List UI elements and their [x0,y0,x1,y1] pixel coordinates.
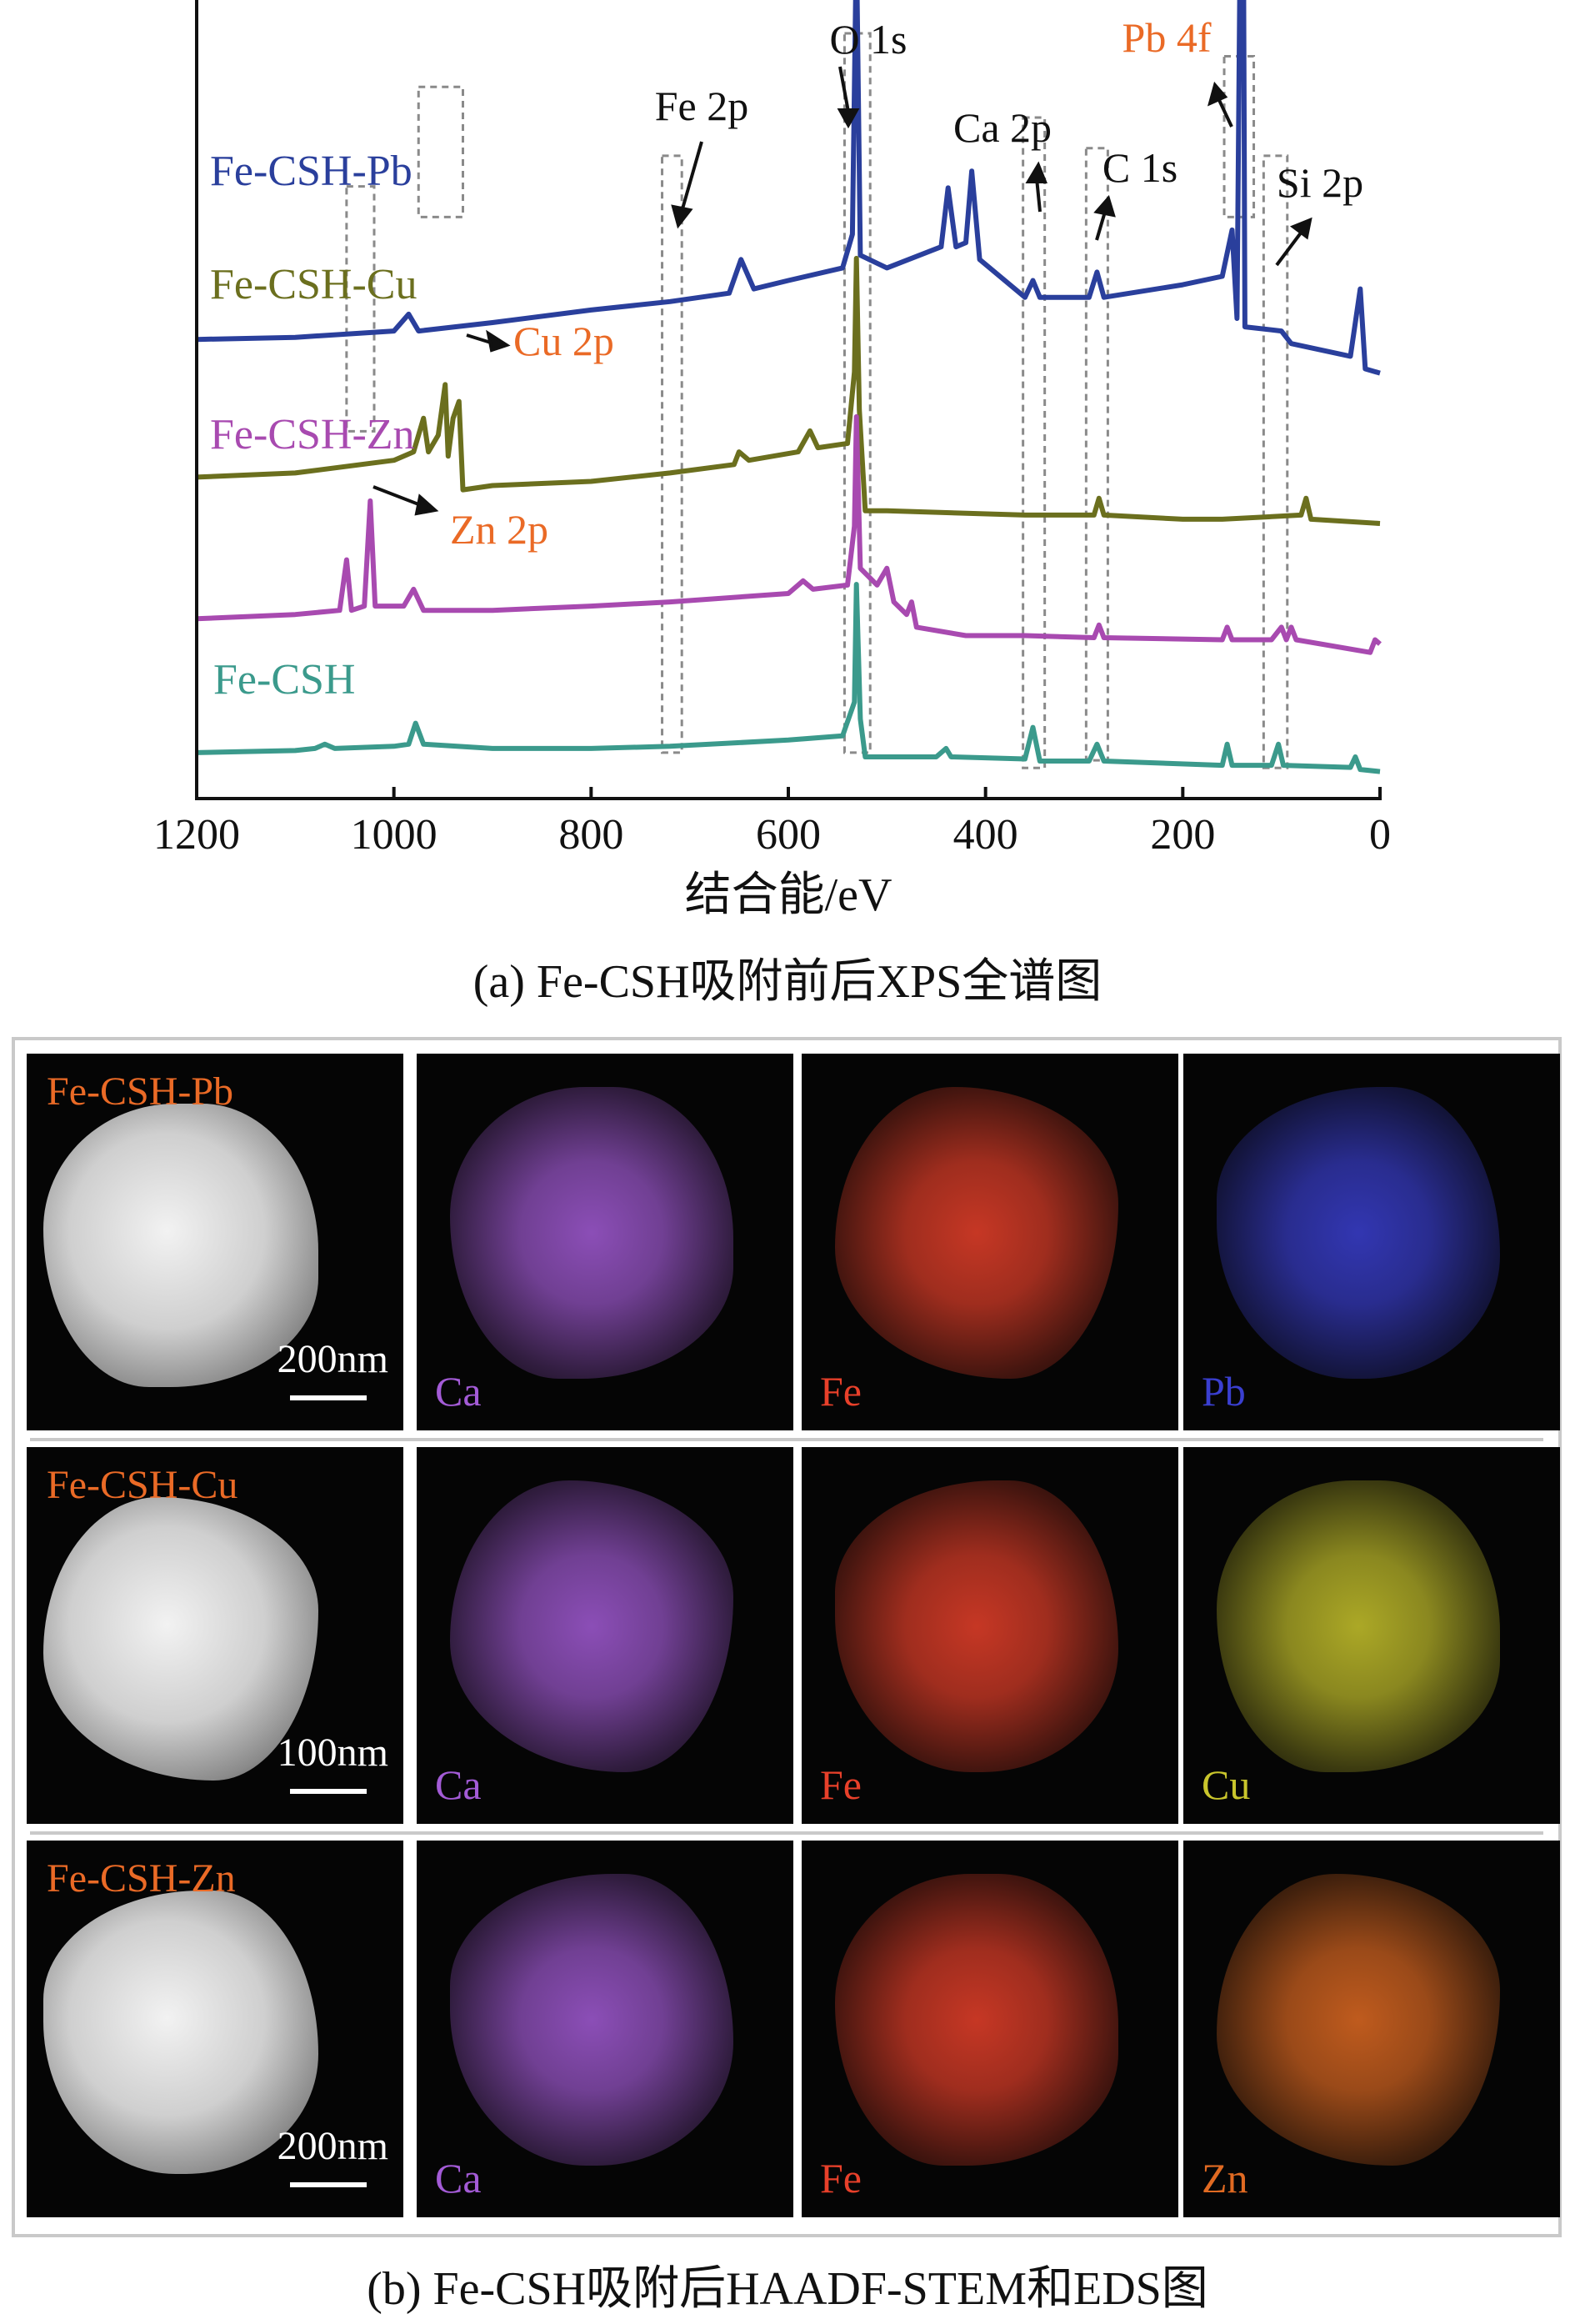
element-distribution [1217,1874,1500,2166]
scale-bar [290,1395,367,1400]
caption-a: (a) Fe-CSH吸附前后XPS全谱图 [472,956,1102,1008]
annotation-pb4f: Pb 4f [1122,14,1212,61]
element-label: Fe [820,1761,862,1808]
x-tick-label: 1200 [153,811,240,859]
element-distribution [835,1087,1118,1379]
element-label: Ca [435,1368,482,1415]
scale-bar [290,2182,367,2187]
box-fe2p [661,154,683,754]
particle-image [43,1891,318,2174]
box-c1s [1084,147,1109,762]
series-line-fe-csh-pb [196,0,1381,376]
x-tick-label: 800 [558,811,623,859]
eds-map-pb: Pb [1183,1054,1560,1430]
element-distribution [835,1480,1118,1772]
sample-label: Fe-CSH-Zn [47,1856,236,1901]
element-label: Pb [1202,1368,1246,1415]
eds-map-ca: Ca [417,1841,793,2217]
scale-bar [290,1789,367,1794]
scale-bar-label: 200nm [277,1337,388,1381]
element-label: Cu [1202,1761,1251,1808]
eds-panel: Fe-CSH-Pb 200nm Ca Fe Pb Fe-CSH-Cu 100nm Ca Fe Cu… [12,1037,1562,2237]
box-cu2p [417,85,464,218]
eds-map-fe: Fe [802,1447,1178,1824]
element-label: Zn [1202,2155,1248,2201]
particle-image [43,1104,318,1387]
eds-row-fe-csh-cu: Fe-CSH-Cu 100nm Ca Fe Cu [15,1447,1560,1831]
sample-label: Fe-CSH-Cu [47,1463,238,1507]
eds-map-fe: Fe [802,1054,1178,1430]
row-divider [30,1831,1543,1835]
caption-b: (b) Fe-CSH吸附后HAADF-STEM和EDS图 [367,2263,1208,2315]
eds-map-fe: Fe [802,1841,1178,2217]
series-label-fe-csh-zn: Fe-CSH-Zn [210,411,415,458]
haadf-image: Fe-CSH-Cu 100nm [27,1447,403,1824]
x-tick-label: 600 [756,811,821,859]
element-distribution [835,1874,1118,2166]
element-label: Ca [435,2155,482,2201]
annotation-ca2p: Ca 2p [953,104,1052,151]
eds-row-fe-csh-pb: Fe-CSH-Pb 200nm Ca Fe Pb [15,1054,1560,1437]
annotation-si2p: Si 2p [1277,159,1363,206]
element-label: Ca [435,1761,482,1808]
x-axis-title: 结合能/eV [685,869,892,921]
xps-survey-chart: 1200 1000 800 600 400 200 0 O 1s Fe 2p Ca 2p C… [153,0,1391,921]
series-line-fe-csh-zn [196,413,1382,655]
annotation-c1s: C 1s [1102,144,1178,191]
annotation-arrows [372,66,1312,516]
eds-map-ca: Ca [417,1447,793,1824]
x-tick-label: 200 [1150,811,1215,859]
element-distribution [1217,1087,1500,1379]
element-distribution [1217,1480,1500,1772]
scale-bar-label: 100nm [277,1730,388,1775]
box-si2p [1262,154,1289,769]
eds-map-zn: Zn [1183,1841,1560,2217]
x-ticks-group: 1200 1000 800 600 400 200 0 [153,787,1391,859]
x-tick-label: 0 [1369,811,1391,859]
series-label-fe-csh-pb: Fe-CSH-Pb [210,148,412,195]
annotation-fe2p: Fe 2p [655,83,749,129]
scale-bar-label: 200nm [277,2124,388,2168]
box-zn2p [345,185,376,433]
annotation-o1s: O 1s [829,16,907,63]
series-labels: Fe-CSH-Pb Fe-CSH-Cu Fe-CSH-Zn Fe-CSH [210,148,417,704]
haadf-image: Fe-CSH-Pb 200nm [27,1054,403,1430]
particle-image [43,1497,318,1781]
sample-label: Fe-CSH-Pb [47,1069,234,1114]
series-line-fe-csh [196,582,1381,774]
eds-row-fe-csh-zn: Fe-CSH-Zn 200nm Ca Fe Zn [15,1841,1560,2224]
series-line-fe-csh-cu [196,255,1381,526]
x-tick-label: 1000 [351,811,438,859]
chart-axes [195,0,1382,800]
annotation-cu2p: Cu 2p [513,318,614,364]
element-distribution [450,1480,733,1772]
series-label-fe-csh: Fe-CSH [213,656,355,704]
element-label: Fe [820,1368,862,1415]
series-label-fe-csh-cu: Fe-CSH-Cu [210,261,417,308]
box-ca2p [1022,116,1047,769]
annotation-zn2p: Zn 2p [450,506,548,553]
element-distribution [450,1874,733,2166]
eds-map-ca: Ca [417,1054,793,1430]
eds-map-cu: Cu [1183,1447,1560,1824]
row-divider [30,1438,1543,1441]
chart-series-group [196,0,1382,774]
element-label: Fe [820,2155,862,2201]
element-distribution [450,1087,733,1379]
x-tick-label: 400 [953,811,1018,859]
peak-annotations: O 1s Fe 2p Ca 2p C 1s Pb 4f Si 2p Cu 2p … [372,14,1363,553]
haadf-image: Fe-CSH-Zn 200nm [27,1841,403,2217]
